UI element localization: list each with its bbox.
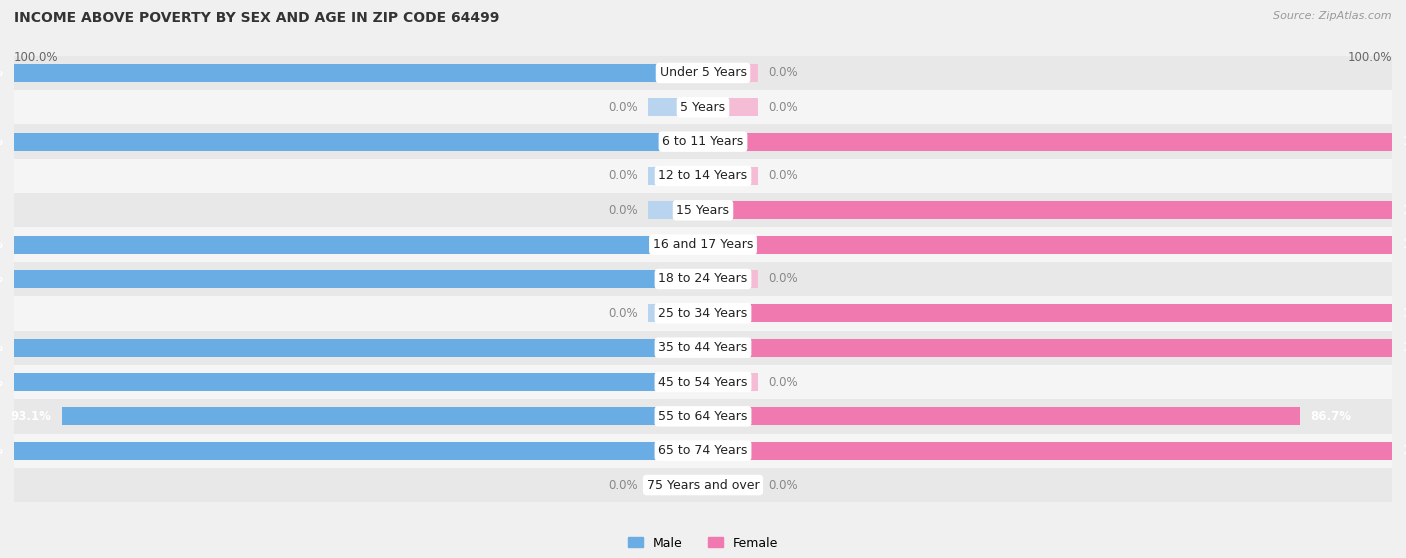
- Bar: [648, 98, 703, 116]
- Text: 100.0%: 100.0%: [1402, 204, 1406, 217]
- Text: 100.0%: 100.0%: [14, 51, 59, 64]
- Bar: [14, 90, 1392, 124]
- Text: 0.0%: 0.0%: [607, 170, 637, 182]
- Bar: [703, 270, 758, 288]
- Bar: [14, 339, 703, 357]
- Text: 45 to 54 Years: 45 to 54 Years: [658, 376, 748, 388]
- Text: 100.0%: 100.0%: [0, 376, 4, 388]
- Text: 100.0%: 100.0%: [0, 135, 4, 148]
- Text: 0.0%: 0.0%: [769, 479, 799, 492]
- Text: INCOME ABOVE POVERTY BY SEX AND AGE IN ZIP CODE 64499: INCOME ABOVE POVERTY BY SEX AND AGE IN Z…: [14, 11, 499, 25]
- Bar: [14, 330, 1392, 365]
- Text: 12 to 14 Years: 12 to 14 Years: [658, 170, 748, 182]
- Text: 0.0%: 0.0%: [607, 479, 637, 492]
- Text: 0.0%: 0.0%: [769, 376, 799, 388]
- Text: 100.0%: 100.0%: [0, 444, 4, 457]
- Text: 65 to 74 Years: 65 to 74 Years: [658, 444, 748, 457]
- Text: 100.0%: 100.0%: [1402, 341, 1406, 354]
- Text: 6 to 11 Years: 6 to 11 Years: [662, 135, 744, 148]
- Bar: [703, 305, 1392, 323]
- Bar: [703, 476, 758, 494]
- Bar: [14, 235, 703, 253]
- Text: 100.0%: 100.0%: [1347, 51, 1392, 64]
- Text: 0.0%: 0.0%: [607, 204, 637, 217]
- Bar: [14, 193, 1392, 228]
- Bar: [14, 270, 703, 288]
- Text: Source: ZipAtlas.com: Source: ZipAtlas.com: [1274, 11, 1392, 21]
- Text: 35 to 44 Years: 35 to 44 Years: [658, 341, 748, 354]
- Bar: [14, 124, 1392, 159]
- Bar: [14, 468, 1392, 502]
- Bar: [14, 228, 1392, 262]
- Bar: [703, 235, 1392, 253]
- Bar: [703, 64, 758, 82]
- Bar: [14, 159, 1392, 193]
- Text: 18 to 24 Years: 18 to 24 Years: [658, 272, 748, 286]
- Text: 55 to 64 Years: 55 to 64 Years: [658, 410, 748, 423]
- Bar: [62, 407, 703, 425]
- Text: 0.0%: 0.0%: [607, 307, 637, 320]
- Bar: [14, 434, 1392, 468]
- Text: Under 5 Years: Under 5 Years: [659, 66, 747, 79]
- Text: 100.0%: 100.0%: [0, 66, 4, 79]
- Text: 0.0%: 0.0%: [769, 272, 799, 286]
- Bar: [14, 399, 1392, 434]
- Text: 0.0%: 0.0%: [769, 170, 799, 182]
- Text: 100.0%: 100.0%: [1402, 307, 1406, 320]
- Text: 0.0%: 0.0%: [607, 101, 637, 114]
- Text: 93.1%: 93.1%: [10, 410, 51, 423]
- Text: 15 Years: 15 Years: [676, 204, 730, 217]
- Bar: [703, 167, 758, 185]
- Bar: [703, 201, 1392, 219]
- Text: 0.0%: 0.0%: [769, 101, 799, 114]
- Bar: [648, 305, 703, 323]
- Bar: [14, 373, 703, 391]
- Bar: [648, 476, 703, 494]
- Text: 75 Years and over: 75 Years and over: [647, 479, 759, 492]
- Bar: [14, 365, 1392, 399]
- Text: 100.0%: 100.0%: [0, 238, 4, 251]
- Bar: [14, 442, 703, 460]
- Text: 100.0%: 100.0%: [1402, 444, 1406, 457]
- Bar: [703, 98, 758, 116]
- Bar: [703, 373, 758, 391]
- Bar: [14, 262, 1392, 296]
- Bar: [14, 64, 703, 82]
- Bar: [648, 201, 703, 219]
- Text: 0.0%: 0.0%: [769, 66, 799, 79]
- Bar: [703, 339, 1392, 357]
- Text: 100.0%: 100.0%: [0, 341, 4, 354]
- Text: 86.7%: 86.7%: [1310, 410, 1351, 423]
- Bar: [14, 133, 703, 151]
- Bar: [703, 407, 1301, 425]
- Bar: [703, 442, 1392, 460]
- Legend: Male, Female: Male, Female: [628, 537, 778, 550]
- Bar: [14, 56, 1392, 90]
- Text: 25 to 34 Years: 25 to 34 Years: [658, 307, 748, 320]
- Text: 5 Years: 5 Years: [681, 101, 725, 114]
- Text: 100.0%: 100.0%: [1402, 135, 1406, 148]
- Text: 100.0%: 100.0%: [1402, 238, 1406, 251]
- Text: 100.0%: 100.0%: [0, 272, 4, 286]
- Text: 16 and 17 Years: 16 and 17 Years: [652, 238, 754, 251]
- Bar: [14, 296, 1392, 330]
- Bar: [703, 133, 1392, 151]
- Bar: [648, 167, 703, 185]
